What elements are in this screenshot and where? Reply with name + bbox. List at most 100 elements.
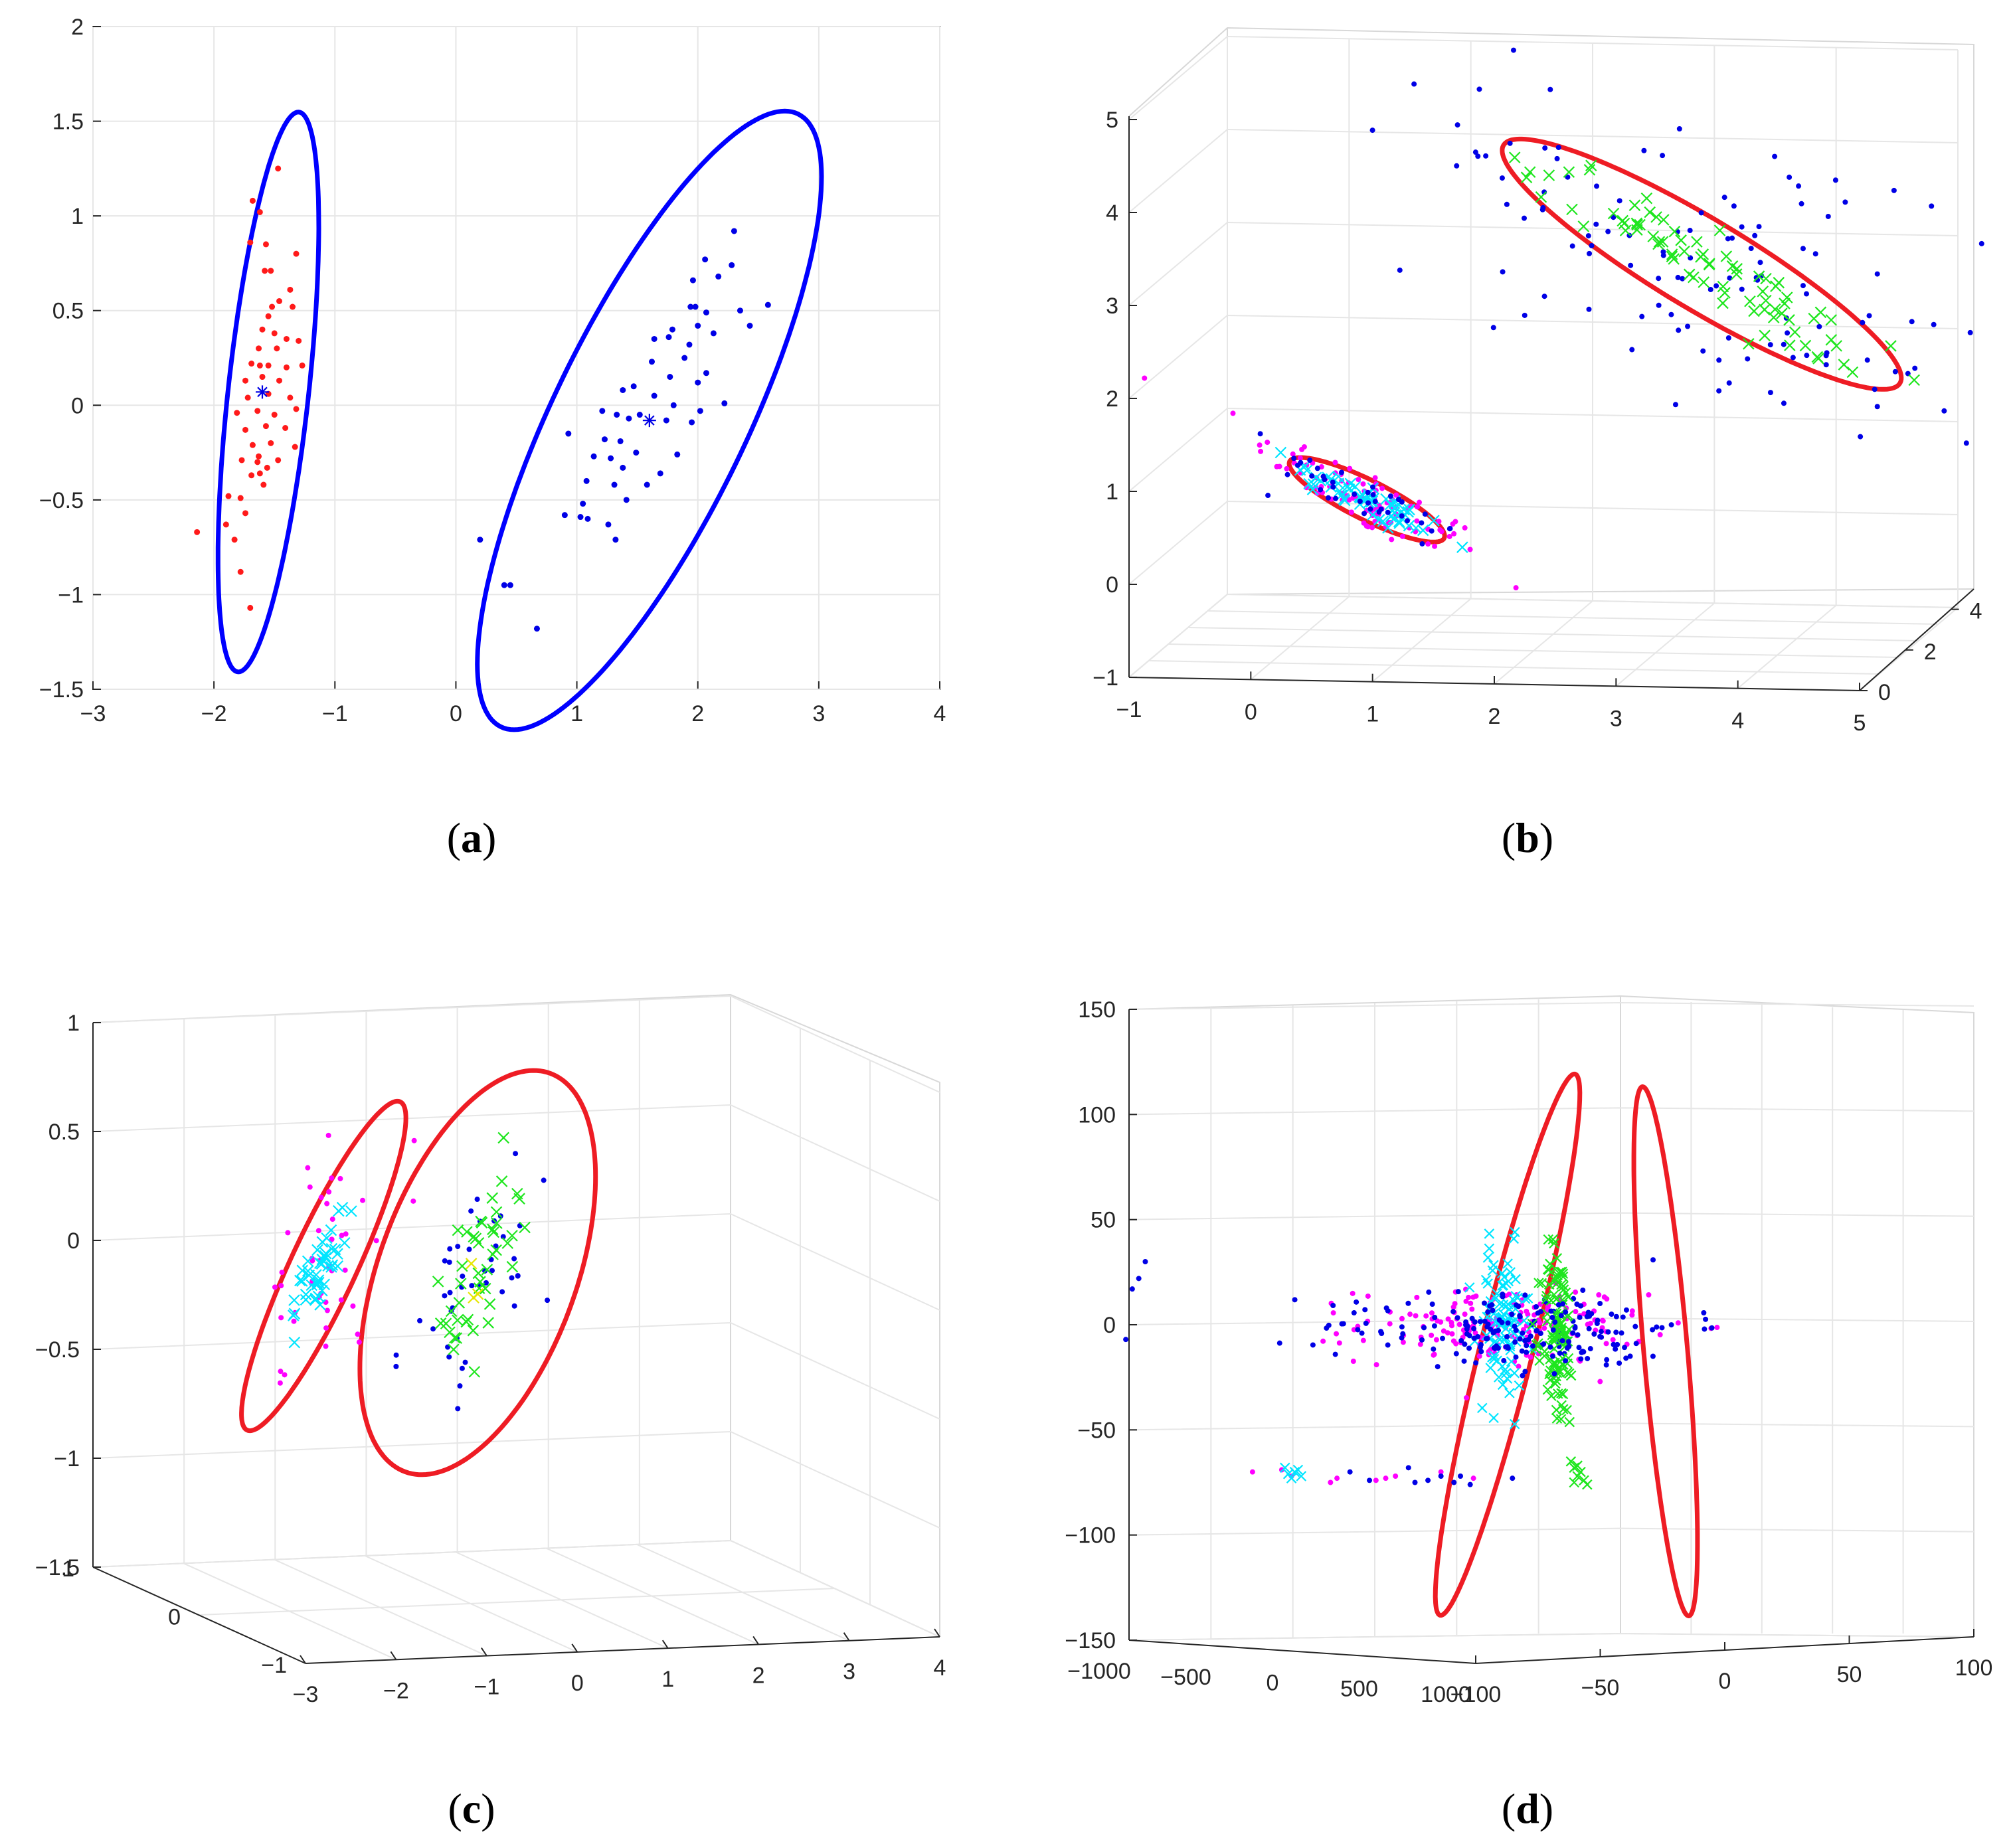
data-point: [1129, 1286, 1135, 1292]
data-point: [1698, 210, 1704, 216]
data-point: [1468, 1300, 1474, 1306]
data-point: [1419, 1337, 1425, 1343]
points-a: [194, 165, 771, 632]
data-point: [315, 1258, 328, 1270]
data-point: [1978, 240, 1984, 246]
data-point: [1668, 1322, 1674, 1328]
grid-line: [1128, 1527, 1974, 1536]
grid-line: [199, 1588, 836, 1616]
data-point: [247, 239, 254, 246]
tick-mark: [661, 1639, 669, 1649]
data-point: [355, 1331, 361, 1337]
grid-line: [1494, 600, 1593, 685]
data-point: [1373, 481, 1379, 487]
data-point: [1363, 1320, 1369, 1326]
data-point: [1509, 1418, 1520, 1430]
data-point: [1429, 1310, 1435, 1316]
data-point: [1257, 431, 1263, 437]
data-point: [300, 1294, 312, 1306]
data-point: [1534, 1355, 1545, 1367]
cluster-center-marker: [642, 414, 656, 428]
data-point: [1509, 1333, 1515, 1339]
data-point: [1799, 339, 1812, 352]
data-point: [242, 377, 248, 384]
data-point: [1548, 1360, 1559, 1371]
x-tick-label: −2: [383, 1678, 409, 1703]
data-point: [466, 1246, 472, 1252]
data-point: [1500, 1368, 1512, 1379]
data-point: [1639, 313, 1645, 319]
data-point: [194, 529, 201, 535]
data-point: [1825, 213, 1831, 219]
data-point: [1557, 1266, 1567, 1278]
data-point: [345, 1205, 357, 1217]
data-point: [300, 1288, 312, 1301]
data-point: [623, 497, 630, 503]
data-point: [1417, 1341, 1423, 1347]
data-point: [1668, 225, 1681, 238]
data-point: [446, 1259, 452, 1265]
data-point: [605, 521, 612, 528]
data-point: [1576, 1345, 1582, 1351]
tick-mark: [390, 1651, 397, 1660]
data-point: [1361, 511, 1367, 517]
data-point: [1422, 511, 1428, 517]
data-point: [1542, 1384, 1553, 1395]
data-point: [343, 1231, 349, 1237]
data-point: [1385, 1342, 1391, 1348]
data-point: [1803, 291, 1809, 297]
data-point: [1387, 1321, 1393, 1327]
data-point: [288, 1336, 301, 1349]
data-point: [1484, 1228, 1495, 1239]
data-point: [307, 1184, 313, 1190]
data-point: [1691, 236, 1703, 248]
data-point: [1522, 312, 1528, 318]
data-point: [356, 1339, 362, 1345]
data-point: [1585, 159, 1597, 172]
data-point: [1472, 149, 1478, 155]
data-point: [1142, 375, 1148, 381]
x-tick-label: −1: [322, 701, 348, 726]
data-point: [1541, 1294, 1551, 1305]
data-point: [1425, 1477, 1431, 1483]
data-point: [296, 1264, 309, 1277]
data-point: [1407, 1311, 1413, 1317]
data-point: [1298, 460, 1304, 465]
data-point: [1548, 1308, 1554, 1314]
data-point: [614, 412, 620, 418]
data-point: [1537, 1320, 1543, 1326]
data-point: [1563, 1309, 1569, 1315]
data-point: [1258, 448, 1264, 454]
data-point: [393, 1352, 399, 1358]
data-point: [338, 1297, 344, 1303]
grid-line: [1187, 627, 1919, 641]
data-point: [1451, 1479, 1457, 1485]
data-point: [482, 1317, 494, 1329]
data-point: [1452, 519, 1458, 525]
data-point: [272, 1284, 278, 1290]
box-back-floor-b: [1128, 588, 1974, 678]
data-point: [1633, 1341, 1639, 1347]
data-point: [1528, 1354, 1533, 1360]
data-point: [1860, 319, 1866, 325]
data-point: [1743, 338, 1755, 350]
x-tick-label: 50: [1837, 1662, 1862, 1687]
data-point: [1892, 369, 1898, 375]
data-point: [1342, 480, 1354, 493]
data-point: [1454, 1315, 1460, 1321]
data-point: [1547, 1234, 1559, 1245]
data-point: [288, 1294, 300, 1306]
data-point: [1781, 400, 1787, 406]
data-point: [1838, 359, 1850, 371]
data-point: [506, 1230, 518, 1242]
data-point: [1628, 199, 1641, 211]
data-point: [1522, 1369, 1528, 1375]
data-point: [1399, 1315, 1405, 1321]
x-tick-label: −1: [474, 1675, 499, 1700]
data-point: [1393, 1473, 1399, 1479]
data-point: [612, 537, 619, 543]
data-point: [533, 626, 540, 632]
data-point: [1552, 1319, 1558, 1325]
